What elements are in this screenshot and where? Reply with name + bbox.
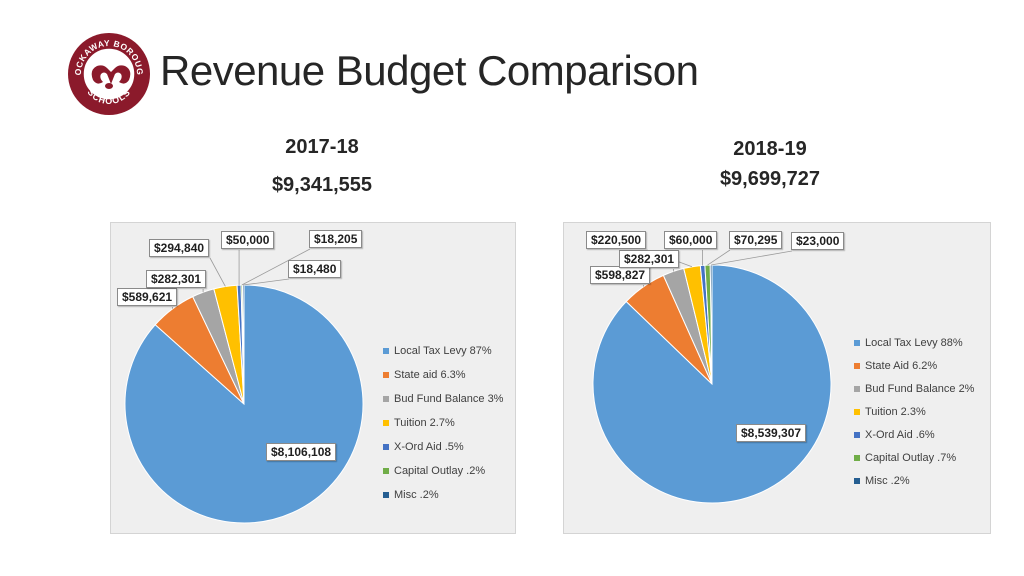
left-label-fund-balance: $282,301	[146, 270, 207, 288]
legend-item-bud-fund-balance: Bud Fund Balance 2%	[854, 383, 974, 395]
legend-label: State aid 6.3%	[394, 369, 466, 381]
left-pie-chart	[124, 248, 364, 524]
right-label-tuition: $220,500	[586, 231, 647, 249]
legend-item-local-tax-levy: Local Tax Levy 87%	[383, 345, 492, 357]
legend-item-capital-outlay: Capital Outlay .2%	[383, 465, 485, 477]
right-label-fund-balance: $282,301	[619, 250, 680, 268]
legend-swatch	[854, 409, 860, 415]
right-pie-chart	[592, 249, 832, 504]
legend-label: Bud Fund Balance 3%	[394, 393, 504, 405]
left-label-local-tax: $8,106,108	[266, 443, 337, 461]
legend-item-tuition: Tuition 2.3%	[854, 406, 926, 418]
legend-label: Tuition 2.3%	[865, 406, 926, 418]
left-label-misc: $18,480	[288, 260, 342, 278]
legend-item-bud-fund-balance: Bud Fund Balance 3%	[383, 393, 503, 405]
legend-item-misc: Misc .2%	[383, 489, 439, 501]
legend-item-x-ord-aid: X-Ord Aid .5%	[383, 441, 464, 453]
legend-item-misc: Misc .2%	[854, 475, 910, 487]
legend-item-local-tax-levy: Local Tax Levy 88%	[854, 337, 963, 349]
legend-item-state-aid: State aid 6.3%	[383, 369, 466, 381]
leader-line	[707, 249, 731, 266]
right-label-xord: $60,000	[664, 231, 718, 249]
legend-item-capital-outlay: Capital Outlay .7%	[854, 452, 956, 464]
legend-swatch	[854, 478, 860, 484]
left-label-xord: $50,000	[221, 231, 275, 249]
legend-swatch	[854, 340, 860, 346]
left-label-state-aid: $589,621	[117, 288, 178, 306]
leader-line	[241, 248, 311, 286]
legend-swatch	[854, 363, 860, 369]
legend-swatch	[383, 444, 389, 450]
legend-label: X-Ord Aid .6%	[865, 429, 935, 441]
district-logo: ROCKAWAY BOROUGH SCHOOLS	[67, 32, 150, 115]
legend-label: Capital Outlay .7%	[865, 452, 957, 464]
right-chart-legend: Local Tax Levy 88% State Aid 6.2% Bud Fund…	[854, 337, 988, 507]
right-label-local-tax: $8,539,307	[736, 424, 807, 442]
legend-swatch	[383, 492, 389, 498]
leader-line	[711, 250, 793, 266]
legend-item-state-aid: State Aid 6.2%	[854, 360, 937, 372]
legend-swatch	[383, 468, 389, 474]
legend-swatch	[854, 455, 860, 461]
right-label-capital: $70,295	[729, 231, 783, 249]
legend-label: Capital Outlay .2%	[394, 465, 486, 477]
page-title: Revenue Budget Comparison	[160, 47, 699, 94]
legend-label: Local Tax Levy 87%	[394, 345, 492, 357]
right-chart-total: $9,699,727	[719, 168, 821, 190]
legend-label: State Aid 6.2%	[865, 360, 938, 372]
legend-label: Misc .2%	[865, 475, 910, 487]
legend-swatch	[854, 386, 860, 392]
legend-item-x-ord-aid: X-Ord Aid .6%	[854, 429, 935, 441]
right-label-misc: $23,000	[791, 232, 845, 250]
left-label-tuition: $294,840	[149, 239, 210, 257]
legend-label: Misc .2%	[394, 489, 439, 501]
leader-line	[243, 278, 290, 286]
legend-swatch	[854, 432, 860, 438]
legend-label: Local Tax Levy 88%	[865, 337, 963, 349]
right-chart-panel: Local Tax Levy 88% State Aid 6.2% Bud Fund…	[563, 222, 991, 534]
legend-swatch	[383, 348, 389, 354]
right-label-state-aid: $598,827	[590, 266, 651, 284]
left-chart-year: 2017-18	[285, 136, 359, 158]
legend-swatch	[383, 420, 389, 426]
right-chart-year: 2018-19	[733, 138, 807, 160]
legend-swatch	[383, 396, 389, 402]
legend-label: Bud Fund Balance 2%	[865, 383, 975, 395]
legend-swatch	[383, 372, 389, 378]
left-label-capital: $18,205	[309, 230, 363, 248]
left-chart-total: $9,341,555	[271, 174, 373, 196]
left-chart-panel: Local Tax Levy 87% State aid 6.3% Bud Fund…	[110, 222, 516, 534]
legend-item-tuition: Tuition 2.7%	[383, 417, 455, 429]
legend-label: Tuition 2.7%	[394, 417, 455, 429]
left-chart-legend: Local Tax Levy 87% State aid 6.3% Bud Fund…	[383, 345, 513, 525]
legend-label: X-Ord Aid .5%	[394, 441, 464, 453]
leader-line	[209, 257, 226, 287]
